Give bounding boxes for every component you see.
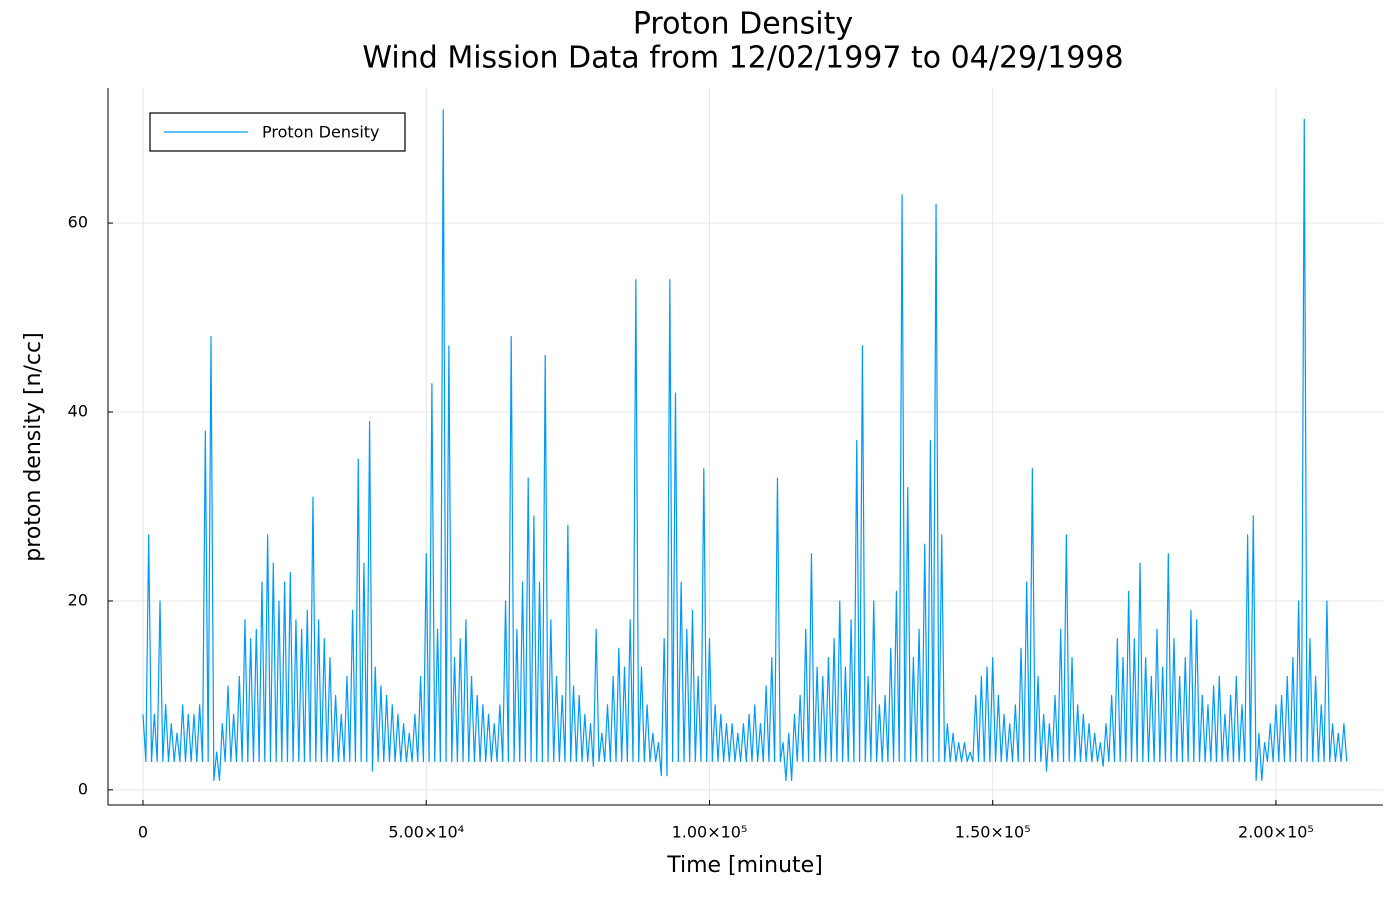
chart-subtitle: Wind Mission Data from 12/02/1997 to 04/… [362,41,1123,76]
y-tick-label: 20 [68,590,88,609]
x-tick-label: 5.00×10⁴ [388,823,464,842]
x-axis-label: Time [minute] [666,853,823,878]
x-tick-label: 0 [138,823,148,842]
data-line [142,109,1348,782]
chart-title: Proton Density [633,7,853,42]
legend-label: Proton Density [262,123,380,142]
x-tick-label: 1.00×10⁵ [672,823,748,842]
x-tick-label: 2.00×10⁵ [1238,823,1314,842]
y-tick-label: 0 [78,779,88,798]
x-tick-label: 1.50×10⁵ [955,823,1031,842]
y-tick-label: 40 [68,402,88,421]
y-tick-label: 60 [68,213,88,232]
y-axis-label: proton density [n/cc] [21,332,46,561]
